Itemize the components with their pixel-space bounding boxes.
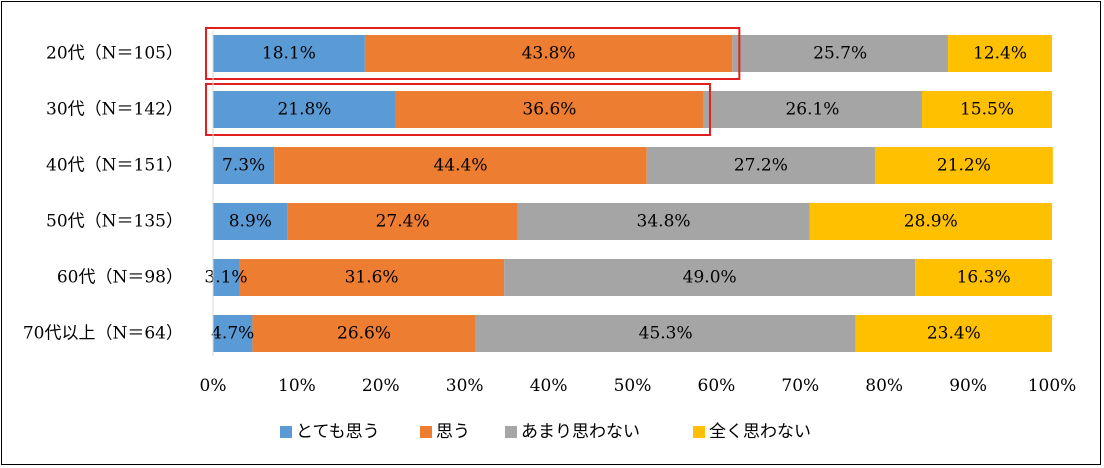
bar-segment <box>364 35 733 72</box>
category-label: 70代以上（N＝64） <box>23 324 183 344</box>
x-tick-label: 80% <box>865 376 903 396</box>
category-labels: 20代（N＝105） 30代（N＝142） 40代（N＝151） 50代（N＝135）… <box>23 44 183 344</box>
legend-label: 全く思わない <box>709 422 811 442</box>
bar-segment <box>252 315 476 352</box>
legend-swatch <box>693 426 705 438</box>
bar-segment <box>213 203 288 240</box>
x-tick-label: 50% <box>614 376 652 396</box>
highlight-boxes <box>205 27 741 136</box>
bar-segment <box>947 35 1052 72</box>
data-label: 26.6% <box>337 324 391 344</box>
bar-segment <box>915 259 1052 296</box>
data-label: 23.4% <box>927 324 981 344</box>
x-tick-label: 30% <box>446 376 484 396</box>
bar-segment <box>732 35 948 72</box>
data-label: 28.9% <box>904 212 958 232</box>
legend-label: あまり思わない <box>521 422 640 442</box>
highlight-box <box>205 27 741 80</box>
data-label: 36.6% <box>522 100 576 120</box>
legend-swatch <box>280 426 292 438</box>
data-label: 27.4% <box>376 212 430 232</box>
data-label: 7.3% <box>222 156 265 176</box>
x-tick-label: 90% <box>949 376 987 396</box>
legend: とても思う 思う あまり思わない 全く思わない <box>280 422 811 442</box>
x-tick-label: 100% <box>1028 376 1077 396</box>
legend-swatch <box>505 426 517 438</box>
bar-segment <box>213 147 275 184</box>
data-label: 45.3% <box>639 324 693 344</box>
category-label: 20代（N＝105） <box>46 44 183 64</box>
x-tick-label: 0% <box>200 376 227 396</box>
bar-labels-layer: 18.1% 43.8% 25.7% 12.4% 21.8% 36.6% 26.1% 15.5%… <box>204 44 1027 344</box>
data-label: 21.2% <box>937 156 991 176</box>
data-label: 21.8% <box>277 100 331 120</box>
category-label: 60代（N＝98） <box>57 268 183 288</box>
category-label: 30代（N＝142） <box>46 100 183 120</box>
data-label: 4.7% <box>211 324 254 344</box>
bar-segment <box>517 203 810 240</box>
highlight-box <box>205 83 711 136</box>
data-label: 8.9% <box>229 212 272 232</box>
data-label: 18.1% <box>262 44 316 64</box>
bar-segment <box>213 315 253 352</box>
legend-label: とても思う <box>296 422 380 442</box>
bar-segment <box>504 259 916 296</box>
bar-segment <box>809 203 1052 240</box>
data-label: 3.1% <box>204 268 247 288</box>
data-label: 34.8% <box>637 212 691 232</box>
bar-segment <box>874 147 1053 184</box>
bar-segment <box>702 91 922 128</box>
data-label: 26.1% <box>785 100 839 120</box>
category-label: 40代（N＝151） <box>46 156 183 176</box>
legend-swatch <box>420 426 432 438</box>
x-axis: 0% 10% 20% 30% 40% 50% 60% 70% 80% 90% 100% <box>200 31 1077 396</box>
data-label: 43.8% <box>522 44 576 64</box>
bar-segment <box>921 91 1052 128</box>
bar-segment <box>475 315 856 352</box>
bar-segment <box>646 147 875 184</box>
x-tick-label: 70% <box>781 376 819 396</box>
bar-segment <box>213 35 365 72</box>
data-label: 25.7% <box>813 44 867 64</box>
data-label: 15.5% <box>960 100 1014 120</box>
bar-segment <box>287 203 518 240</box>
bar-segment <box>239 259 505 296</box>
legend-label: 思う <box>436 422 470 442</box>
x-tick-label: 20% <box>362 376 400 396</box>
bar-segment <box>274 147 647 184</box>
data-label: 44.4% <box>433 156 487 176</box>
data-label: 16.3% <box>957 268 1011 288</box>
category-label: 50代（N＝135） <box>46 212 183 232</box>
data-label: 12.4% <box>973 44 1027 64</box>
data-label: 49.0% <box>683 268 737 288</box>
x-tick-label: 10% <box>278 376 316 396</box>
bars-layer <box>213 35 1053 352</box>
data-label: 31.6% <box>345 268 399 288</box>
bar-segment <box>213 91 396 128</box>
x-tick-label: 60% <box>698 376 736 396</box>
x-tick-label: 40% <box>530 376 568 396</box>
data-label: 27.2% <box>734 156 788 176</box>
bar-segment <box>395 91 703 128</box>
bar-segment <box>855 315 1052 352</box>
bar-segment <box>213 259 240 296</box>
